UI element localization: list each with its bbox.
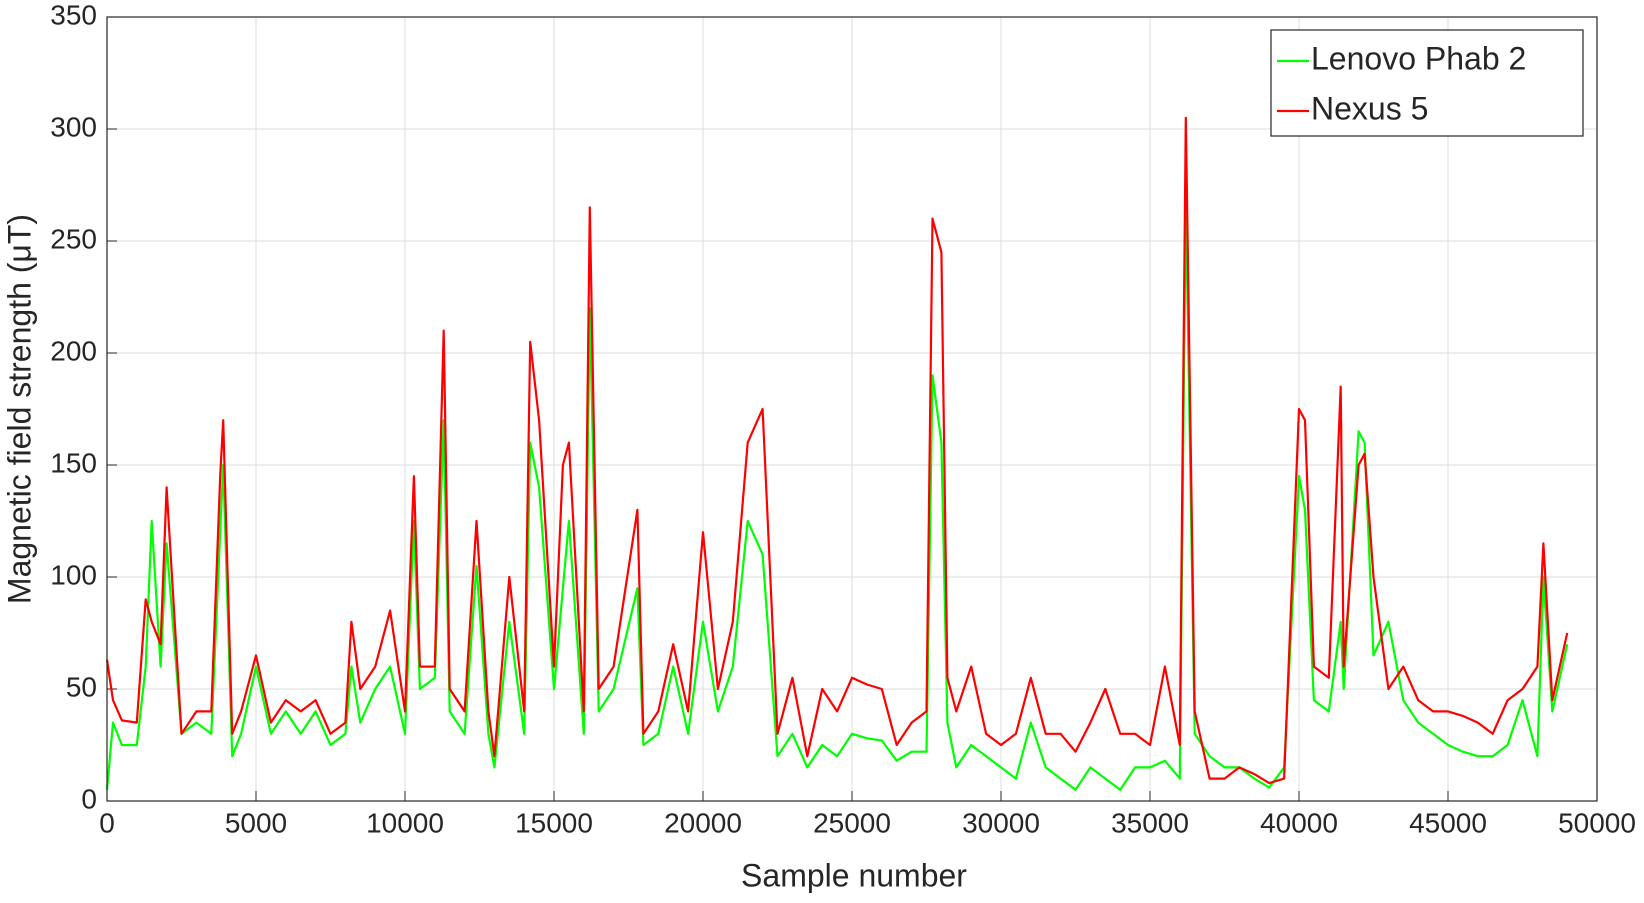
x-tick-label: 30000 xyxy=(962,807,1040,838)
legend-label: Nexus 5 xyxy=(1311,90,1428,126)
y-axis-label: Magnetic field strength (μT) xyxy=(1,214,37,604)
x-tick-label: 45000 xyxy=(1409,807,1487,838)
x-tick-label: 40000 xyxy=(1260,807,1338,838)
legend-label: Lenovo Phab 2 xyxy=(1311,40,1526,76)
x-tick-label: 15000 xyxy=(515,807,593,838)
series-line xyxy=(105,116,1569,785)
x-tick-label: 10000 xyxy=(366,807,444,838)
y-tick-label: 350 xyxy=(50,0,97,30)
y-tick-label: 250 xyxy=(50,223,97,254)
legend-box xyxy=(1270,29,1584,137)
series-line xyxy=(105,195,1569,791)
x-tick-label: 25000 xyxy=(813,807,891,838)
y-tick-label: 0 xyxy=(81,783,97,814)
y-tick-label: 50 xyxy=(66,671,97,702)
x-tick-label: 20000 xyxy=(664,807,742,838)
y-tick-label: 300 xyxy=(50,111,97,142)
y-tick-label: 150 xyxy=(50,447,97,478)
y-tick-label: 100 xyxy=(50,559,97,590)
axes-box xyxy=(106,16,1598,802)
x-tick-label: 5000 xyxy=(225,807,287,838)
x-tick-label: 0 xyxy=(99,807,115,838)
x-axis-label: Sample number xyxy=(741,857,967,893)
x-tick-label: 35000 xyxy=(1111,807,1189,838)
y-tick-label: 200 xyxy=(50,335,97,366)
x-tick-label: 50000 xyxy=(1558,807,1636,838)
